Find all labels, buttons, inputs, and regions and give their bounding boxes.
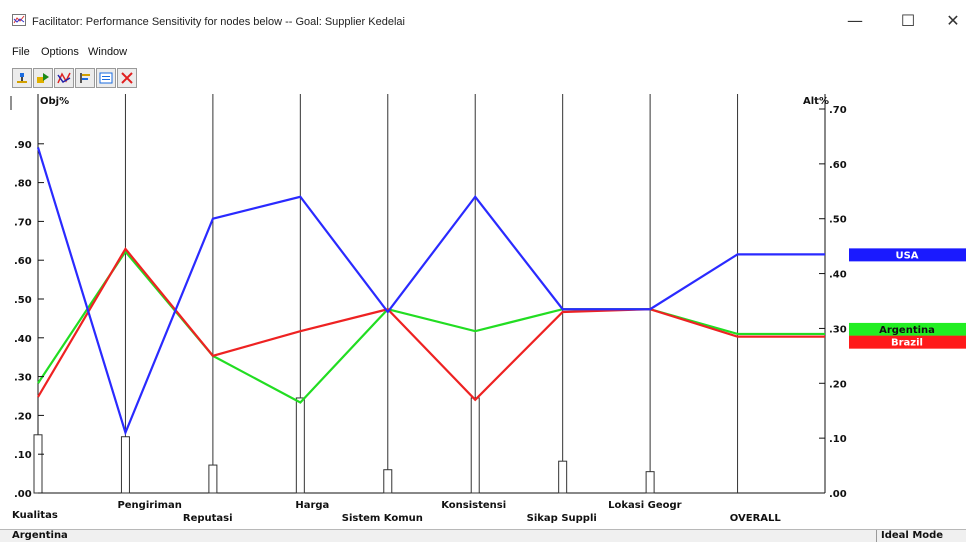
legend-label-usa: USA bbox=[895, 250, 918, 261]
legend-label-argentina: Argentina bbox=[879, 325, 935, 336]
objective-weight-bar bbox=[470, 397, 480, 494]
objective-weight-bar bbox=[208, 464, 218, 494]
left-tick-label: .40 bbox=[14, 334, 32, 345]
import-button[interactable] bbox=[33, 68, 53, 88]
left-tick-label: .90 bbox=[14, 140, 32, 151]
right-axis-title: Alt% bbox=[803, 96, 829, 107]
close-graph-button[interactable] bbox=[117, 68, 137, 88]
sensitivity-button[interactable] bbox=[54, 68, 74, 88]
close-icon bbox=[121, 72, 133, 84]
objective-weight-bar bbox=[383, 469, 393, 494]
left-tick-label: .60 bbox=[14, 256, 32, 267]
right-tick-label: .60 bbox=[829, 160, 847, 171]
legend-label-brazil: Brazil bbox=[891, 338, 923, 349]
status-selected-alternative: Argentina bbox=[12, 530, 68, 541]
import-icon bbox=[37, 73, 49, 83]
left-tick-label: .50 bbox=[14, 295, 32, 306]
left-tick-label: .20 bbox=[14, 411, 32, 422]
minimize-button[interactable]: — bbox=[847, 11, 863, 30]
alternatives-button[interactable] bbox=[75, 68, 95, 88]
series-line-brazil bbox=[37, 246, 825, 402]
print-icon bbox=[99, 72, 113, 84]
right-tick-label: .40 bbox=[829, 270, 847, 281]
category-label: Harga bbox=[295, 500, 329, 511]
alternatives-icon bbox=[80, 73, 90, 83]
sensitivity-icon bbox=[57, 72, 71, 84]
sensitivity-chart: Obj% Alt% .00 .10 .20 .30 .40 .50 .60 .70 .80 .90… bbox=[0, 92, 966, 530]
right-tick-label: .70 bbox=[829, 105, 847, 116]
category-label: Kualitas bbox=[12, 510, 58, 521]
grow-tree-icon bbox=[17, 73, 27, 83]
right-tick-label: .50 bbox=[829, 215, 847, 226]
title-bar: Facilitator: Performance Sensitivity for… bbox=[0, 0, 966, 42]
series-line-usa bbox=[36, 147, 825, 436]
left-tick-label: .30 bbox=[14, 373, 32, 384]
menu-file[interactable]: File bbox=[12, 46, 30, 58]
category-label: Lokasi Geogr bbox=[608, 500, 682, 511]
toolbar bbox=[12, 68, 137, 90]
category-label: Reputasi bbox=[183, 513, 233, 524]
left-tick-label: .00 bbox=[14, 489, 32, 500]
maximize-button[interactable]: ☐ bbox=[900, 11, 916, 30]
app-icon bbox=[12, 14, 26, 26]
right-tick-label: .00 bbox=[829, 489, 847, 500]
legend-box-brazil[interactable] bbox=[849, 335, 966, 349]
left-tick-label: .70 bbox=[14, 217, 32, 228]
category-label: Konsistensi bbox=[441, 500, 506, 511]
right-tick-label: .10 bbox=[829, 434, 847, 445]
category-label: Pengiriman bbox=[117, 500, 181, 511]
left-axis-title: Obj% bbox=[40, 96, 69, 107]
category-label: Sikap Suppli bbox=[527, 513, 597, 524]
objective-weight-bar bbox=[295, 397, 305, 494]
right-tick-label: .20 bbox=[829, 379, 847, 390]
close-window-button[interactable]: ✕ bbox=[946, 11, 960, 30]
status-bar: Argentina Ideal Mode bbox=[0, 529, 966, 542]
objective-weight-bar bbox=[558, 460, 568, 494]
window-title: Facilitator: Performance Sensitivity for… bbox=[32, 16, 405, 28]
menu-window[interactable]: Window bbox=[88, 46, 128, 58]
objective-weight-bar bbox=[120, 436, 130, 494]
left-tick-label: .80 bbox=[14, 179, 32, 190]
grow-tree-button[interactable] bbox=[12, 68, 32, 88]
left-tick-label: .10 bbox=[14, 450, 32, 461]
objective-weight-bar bbox=[33, 434, 43, 494]
menu-bar: File Options Window bbox=[0, 44, 966, 62]
menu-options[interactable]: Options bbox=[41, 46, 79, 58]
legend-box-usa[interactable] bbox=[849, 248, 966, 262]
category-label: Sistem Komun bbox=[342, 513, 423, 524]
print-button[interactable] bbox=[96, 68, 116, 88]
legend-box-argentina[interactable] bbox=[849, 322, 966, 336]
objective-weight-bar bbox=[645, 471, 655, 494]
status-mode: Ideal Mode bbox=[876, 530, 966, 542]
right-tick-label: .30 bbox=[829, 324, 847, 335]
category-label: OVERALL bbox=[730, 513, 782, 524]
